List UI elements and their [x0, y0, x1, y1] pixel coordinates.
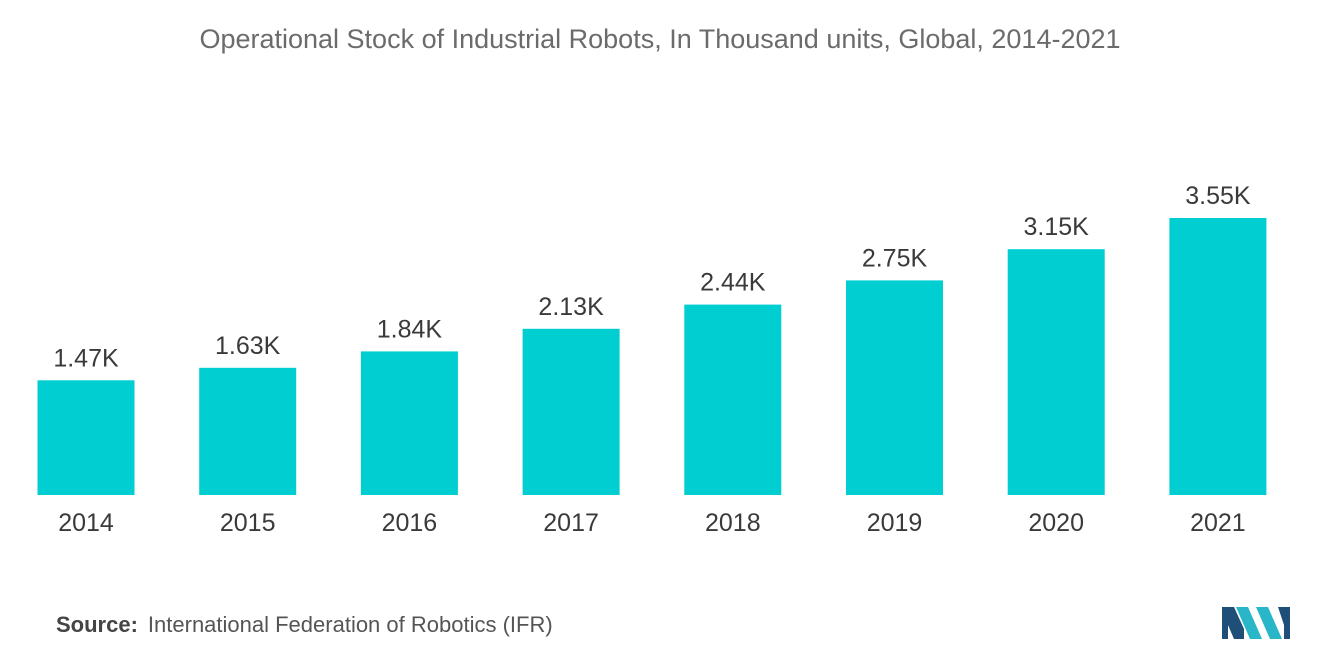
bar-2019 — [846, 280, 943, 495]
bar-2021 — [1169, 218, 1267, 495]
x-tick-2020: 2020 — [1028, 509, 1084, 537]
x-tick-2017: 2017 — [543, 509, 599, 537]
bar-chart: 1.47K 1.63K 1.84K 2.13K 2.44K 2.75K 3.15K 3.55K… — [37, 182, 1267, 537]
bar-2018 — [684, 304, 782, 495]
x-tick-2021: 2021 — [1190, 509, 1246, 537]
mordor-intelligence-logo-icon — [1222, 607, 1290, 639]
source-label: Source: — [56, 612, 138, 637]
data-label-2020: 3.15K — [1024, 213, 1090, 241]
data-label-2021: 3.55K — [1185, 182, 1251, 210]
data-label-2016: 1.84K — [377, 315, 443, 343]
bar-2016 — [360, 351, 458, 495]
data-label-2015: 1.63K — [215, 332, 281, 360]
x-axis-tick-labels: 2014 2015 2016 2017 2018 2019 2020 2021 — [58, 509, 1246, 537]
x-tick-2014: 2014 — [58, 509, 114, 537]
data-label-2019: 2.75K — [862, 244, 928, 272]
x-tick-2019: 2019 — [867, 509, 923, 537]
x-tick-2018: 2018 — [705, 509, 761, 537]
bars-layer — [37, 218, 1267, 495]
chart-title: Operational Stock of Industrial Robots, … — [199, 24, 1121, 54]
data-label-2017: 2.13K — [538, 293, 604, 321]
x-tick-2016: 2016 — [382, 509, 438, 537]
bar-2020 — [1007, 249, 1105, 495]
data-label-2014: 1.47K — [53, 344, 119, 372]
x-tick-2015: 2015 — [220, 509, 276, 537]
data-labels-layer: 1.47K 1.63K 1.84K 2.13K 2.44K 2.75K 3.15K 3.55K — [53, 182, 1251, 372]
bar-2014 — [37, 380, 135, 495]
source-note: Source: International Federation of Robot… — [56, 612, 553, 638]
bar-2017 — [522, 328, 620, 495]
source-text: International Federation of Robotics (IF… — [147, 612, 553, 637]
data-label-2018: 2.44K — [700, 269, 766, 297]
bar-2015 — [199, 367, 297, 495]
